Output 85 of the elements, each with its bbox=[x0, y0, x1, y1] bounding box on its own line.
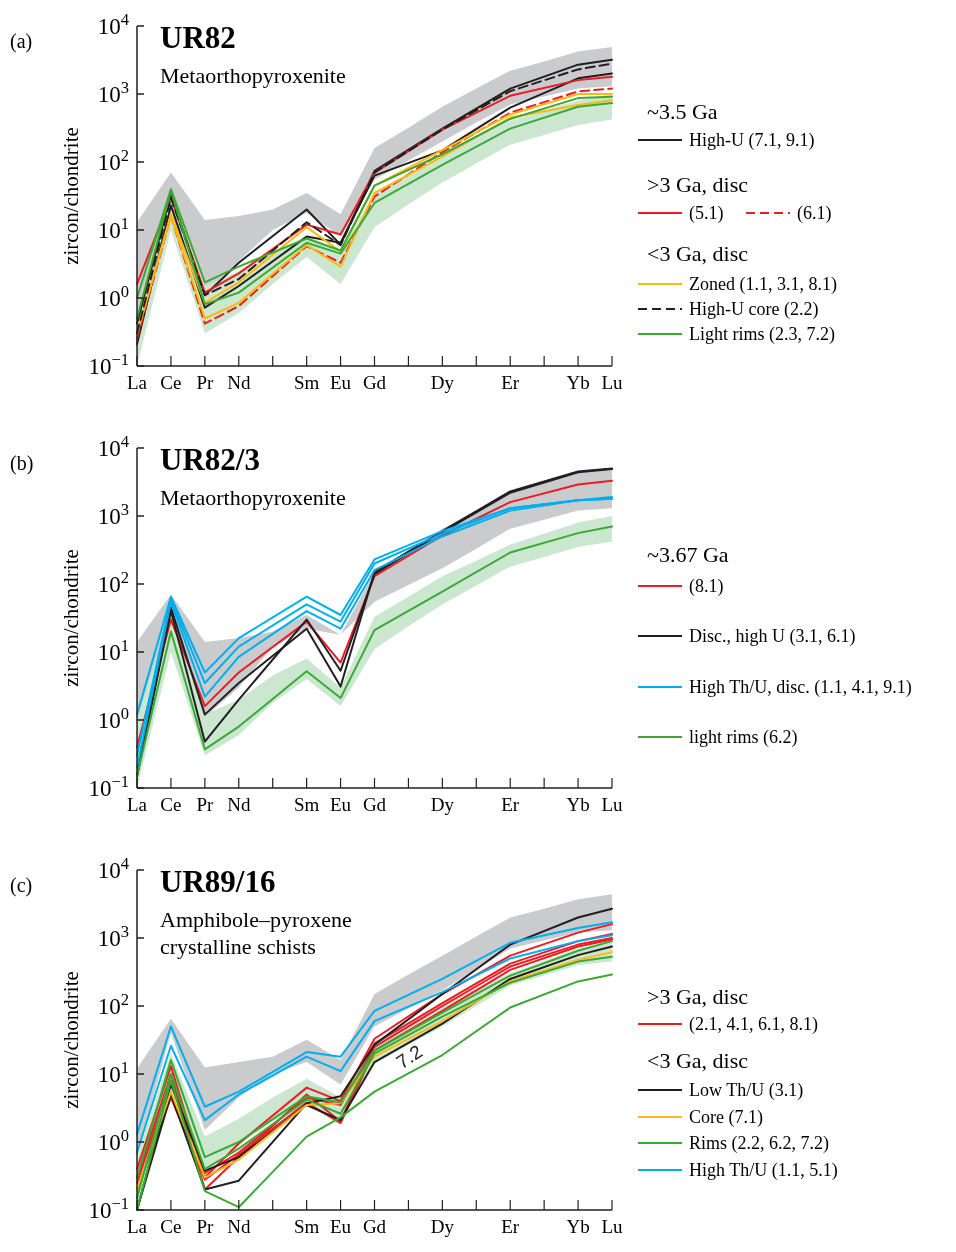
legend-label: Light rims (2.3, 7.2) bbox=[689, 324, 835, 345]
annotation: 7.2 bbox=[392, 1040, 426, 1073]
text: ~3.67 Ga bbox=[647, 542, 729, 567]
x-tick-label: Eu bbox=[330, 1216, 352, 1237]
x-tick-label: Sm bbox=[293, 1216, 320, 1237]
x-tick-label: Lu bbox=[601, 794, 624, 815]
x-tick-label: Yb bbox=[566, 1216, 590, 1237]
x-tick-label: La bbox=[126, 1216, 148, 1237]
x-tick-label: Er bbox=[501, 794, 520, 815]
y-tick-label: 10$^{−1}$ bbox=[88, 771, 129, 801]
x-tick-label: Yb bbox=[566, 372, 590, 393]
y-tick-label: 10$^{3}$ bbox=[97, 499, 129, 529]
legend-label: (8.1) bbox=[689, 576, 724, 597]
y-tick-label: 10$^{0}$ bbox=[97, 1125, 129, 1155]
x-tick-label: Ce bbox=[160, 794, 182, 815]
legend-label: High Th/U, disc. (1.1, 4.1, 9.1) bbox=[689, 677, 912, 698]
y-tick-label: 10$^{4}$ bbox=[97, 853, 130, 883]
x-tick-label: Dy bbox=[430, 372, 455, 393]
text: ~3.5 Ga bbox=[647, 99, 718, 124]
y-tick-label: 10$^{4}$ bbox=[97, 431, 130, 461]
y-tick-label: 10$^{−1}$ bbox=[88, 349, 129, 379]
y-tick-label: 10$^{2}$ bbox=[97, 145, 129, 175]
x-tick-label: Ce bbox=[160, 1216, 182, 1237]
text: (a) bbox=[10, 30, 33, 53]
text: <3 Ga, disc bbox=[647, 1048, 749, 1073]
x-tick-label: Nd bbox=[227, 372, 251, 393]
x-tick-label: Dy bbox=[430, 794, 455, 815]
legend-label: (5.1) bbox=[689, 203, 724, 224]
y-tick-label: 10$^{1}$ bbox=[97, 635, 129, 665]
y-tick-label: 10$^{2}$ bbox=[97, 989, 129, 1019]
x-tick-label: Dy bbox=[430, 1216, 455, 1237]
legend-label: Rims (2.2, 6.2, 7.2) bbox=[689, 1133, 830, 1154]
text: >3 Ga, disc bbox=[647, 172, 749, 197]
x-tick-label: Lu bbox=[601, 372, 624, 393]
x-tick-label: Eu bbox=[330, 794, 352, 815]
x-tick-label: Eu bbox=[330, 372, 352, 393]
text: (c) bbox=[10, 874, 33, 897]
legend-label: High Th/U (1.1, 5.1) bbox=[689, 1160, 838, 1181]
x-tick-label: Pr bbox=[196, 1216, 214, 1237]
text: >3 Ga, disc bbox=[647, 984, 749, 1009]
legend-label: Disc., high U (3.1, 6.1) bbox=[689, 626, 856, 647]
y-tick-label: 10$^{1}$ bbox=[97, 1057, 129, 1087]
legend-label: Low Th/U (3.1) bbox=[689, 1080, 804, 1101]
text: Metaorthopyroxenite bbox=[160, 485, 346, 510]
y-tick-label: 10$^{3}$ bbox=[97, 77, 129, 107]
x-tick-label: Gd bbox=[362, 372, 387, 393]
x-tick-label: Sm bbox=[293, 794, 320, 815]
x-tick-label: Lu bbox=[601, 1216, 624, 1237]
y-axis-title: zircon/chondrite bbox=[59, 549, 83, 687]
x-tick-label: Nd bbox=[227, 794, 251, 815]
y-tick-label: 10$^{−1}$ bbox=[88, 1193, 129, 1223]
x-tick-label: Pr bbox=[196, 372, 214, 393]
legend-label: High-U (7.1, 9.1) bbox=[689, 130, 815, 151]
y-tick-label: 10$^{4}$ bbox=[97, 9, 130, 39]
x-tick-label: Gd bbox=[362, 794, 387, 815]
x-tick-label: Er bbox=[501, 372, 520, 393]
x-tick-label: La bbox=[126, 794, 148, 815]
x-tick-label: Sm bbox=[293, 372, 320, 393]
chart-title: UR82 bbox=[160, 20, 236, 55]
y-tick-label: 10$^{2}$ bbox=[97, 567, 129, 597]
x-tick-label: Ce bbox=[160, 372, 182, 393]
y-axis-title: zircon/chondrite bbox=[59, 971, 83, 1109]
x-tick-label: Yb bbox=[566, 794, 590, 815]
legend-label: light rims (6.2) bbox=[689, 727, 798, 748]
x-tick-label: Pr bbox=[196, 794, 214, 815]
text: <3 Ga, disc bbox=[647, 241, 749, 266]
legend-label: (6.1) bbox=[797, 203, 832, 224]
x-tick-label: Gd bbox=[362, 1216, 387, 1237]
y-tick-label: 10$^{1}$ bbox=[97, 213, 129, 243]
text: (b) bbox=[10, 452, 34, 475]
legend-label: High-U core (2.2) bbox=[689, 299, 819, 320]
y-axis-title: zircon/chondrite bbox=[59, 127, 83, 265]
x-tick-label: La bbox=[126, 372, 148, 393]
y-tick-label: 10$^{0}$ bbox=[97, 703, 129, 733]
legend-label: (2.1, 4.1, 6.1, 8.1) bbox=[689, 1014, 818, 1035]
chart-title: UR82/3 bbox=[160, 442, 260, 477]
x-tick-label: Er bbox=[501, 1216, 520, 1237]
legend-label: Zoned (1.1, 3.1, 8.1) bbox=[689, 274, 837, 295]
y-tick-label: 10$^{3}$ bbox=[97, 921, 129, 951]
legend-label: Core (7.1) bbox=[689, 1107, 763, 1128]
chart-title: UR89/16 bbox=[160, 864, 276, 899]
x-tick-label: Nd bbox=[227, 1216, 251, 1237]
text: Metaorthopyroxenite bbox=[160, 63, 346, 88]
y-tick-label: 10$^{0}$ bbox=[97, 281, 129, 311]
text: Amphibole–pyroxene crystalline schists bbox=[160, 907, 352, 959]
